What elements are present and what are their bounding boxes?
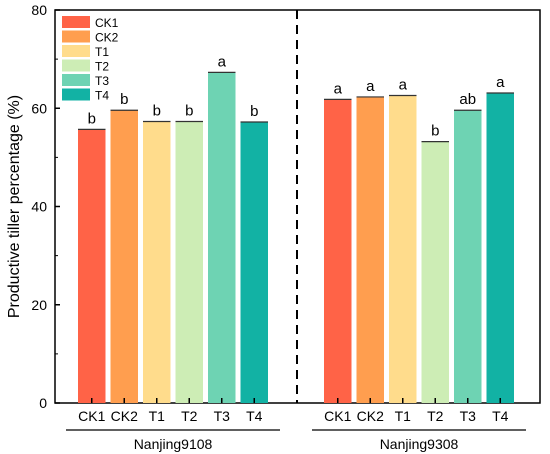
legend-swatch bbox=[62, 30, 90, 43]
significance-label: a bbox=[334, 80, 343, 97]
bar-Nanjing9108-T3 bbox=[208, 72, 236, 404]
y-axis: 0 20 40 60 80 bbox=[31, 2, 60, 411]
x-tick-label: CK2 bbox=[357, 408, 384, 424]
legend-swatch bbox=[62, 88, 90, 101]
x-tick-label: CK1 bbox=[78, 408, 105, 424]
bar-Nanjing9108-T1 bbox=[143, 121, 171, 404]
bar-Nanjing9308-T4 bbox=[486, 93, 514, 404]
significance-label: a bbox=[366, 78, 375, 95]
significance-label: b bbox=[250, 103, 258, 120]
legend-label: T3 bbox=[95, 74, 109, 88]
x-tick-label: T2 bbox=[181, 408, 198, 424]
x-axis: CK1 CK2 T1 T2 T3 T4 Nanjing9108 CK1 CK2 T1 T2 T3 T4 N… bbox=[66, 398, 526, 452]
x-tick-label: T4 bbox=[492, 408, 509, 424]
group-label: Nanjing9308 bbox=[380, 436, 459, 452]
bar-Nanjing9308-CK2 bbox=[356, 96, 384, 404]
x-tick-label: T4 bbox=[246, 408, 263, 424]
x-tick-label: T1 bbox=[395, 408, 412, 424]
y-tick-label: 0 bbox=[39, 395, 47, 411]
significance-label: a bbox=[218, 53, 227, 70]
bar-Nanjing9108-CK2 bbox=[110, 110, 138, 403]
significance-label: a bbox=[496, 74, 505, 91]
y-tick-label: 80 bbox=[31, 2, 47, 18]
significance-label: b bbox=[431, 123, 439, 140]
legend-label: T4 bbox=[95, 89, 109, 103]
significance-label: ab bbox=[459, 91, 476, 108]
x-tick-label: T2 bbox=[427, 408, 444, 424]
y-tick-label: 60 bbox=[31, 100, 47, 116]
bar-Nanjing9108-T2 bbox=[175, 121, 203, 404]
group-label: Nanjing9108 bbox=[134, 436, 213, 452]
bar-Nanjing9108-CK1 bbox=[78, 129, 106, 403]
bars bbox=[78, 71, 514, 404]
significance-label: a bbox=[399, 76, 408, 93]
x-tick-label: CK2 bbox=[111, 408, 138, 424]
y-tick-label: 40 bbox=[31, 199, 47, 215]
bar-Nanjing9308-T1 bbox=[389, 95, 417, 403]
x-tick-label: CK1 bbox=[324, 408, 351, 424]
legend-label: CK2 bbox=[95, 31, 119, 45]
significance-label: b bbox=[88, 110, 96, 127]
significance-label: b bbox=[185, 103, 193, 120]
bar-Nanjing9308-T3 bbox=[454, 110, 482, 403]
y-tick-label: 20 bbox=[31, 297, 47, 313]
legend-swatch bbox=[62, 16, 90, 28]
legend-swatch bbox=[62, 45, 90, 57]
bar-Nanjing9308-CK1 bbox=[324, 99, 352, 403]
bar-Nanjing9308-T2 bbox=[421, 141, 449, 403]
legend-swatch bbox=[62, 74, 90, 86]
x-tick-label: T1 bbox=[149, 408, 166, 424]
legend-label: CK1 bbox=[95, 16, 119, 30]
bar-Nanjing9108-T4 bbox=[240, 122, 268, 403]
legend-label: T2 bbox=[95, 60, 109, 74]
significance-label: b bbox=[120, 91, 128, 108]
significance-label: b bbox=[153, 103, 161, 120]
x-tick-label: T3 bbox=[460, 408, 477, 424]
legend-swatch bbox=[62, 59, 90, 72]
y-axis-title: Productive tiller percentage (%) bbox=[6, 95, 23, 318]
x-tick-label: T3 bbox=[214, 408, 231, 424]
legend-label: T1 bbox=[95, 45, 109, 59]
